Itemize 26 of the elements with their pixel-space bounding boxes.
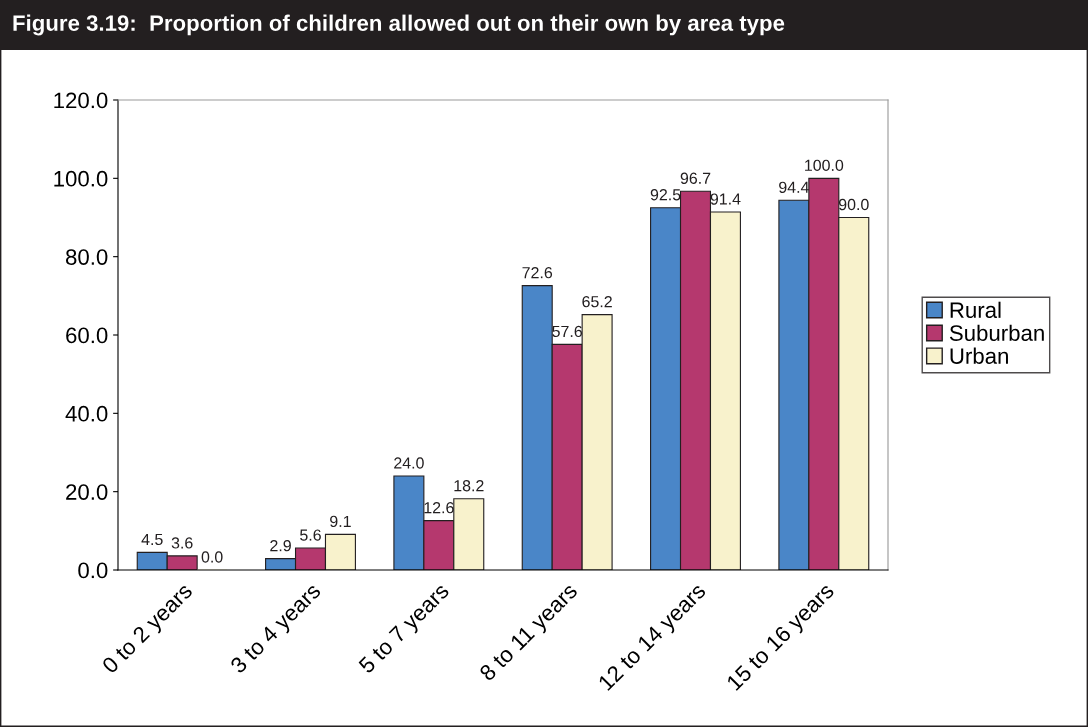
data-label: 3.6 bbox=[171, 537, 193, 549]
data-label: 5.6 bbox=[300, 529, 321, 541]
data-label: 65.2 bbox=[582, 296, 612, 308]
data-label: 18.2 bbox=[454, 480, 484, 492]
data-label: 24.0 bbox=[394, 457, 424, 469]
data-label: 92.5 bbox=[650, 189, 681, 201]
chart-title: Figure 3.19: Proportion of children allowed out on their own by area type bbox=[13, 14, 785, 36]
data-label: 9.1 bbox=[330, 515, 351, 528]
y-tick-label: 120.0 bbox=[54, 92, 108, 109]
data-label: 96.7 bbox=[680, 172, 711, 184]
data-label: 4.5 bbox=[141, 533, 163, 546]
legend-label: Urban bbox=[950, 347, 1008, 364]
data-label: 0.0 bbox=[201, 551, 223, 563]
y-tick-label: 0.0 bbox=[78, 562, 108, 579]
legend-label: Suburban bbox=[949, 324, 1044, 341]
y-tick-label: 40.0 bbox=[65, 405, 108, 422]
data-label: 72.6 bbox=[522, 267, 553, 279]
data-label: 91.4 bbox=[710, 193, 741, 205]
y-tick-label: 100.0 bbox=[54, 170, 108, 187]
data-label: 90.0 bbox=[838, 198, 869, 211]
data-label: 100.0 bbox=[805, 159, 844, 172]
y-tick-label: 60.0 bbox=[66, 327, 108, 344]
y-tick-label: 80.0 bbox=[66, 249, 108, 265]
y-tick-label: 20.0 bbox=[66, 484, 108, 500]
data-label: 2.9 bbox=[270, 540, 291, 552]
legend-label: Rural bbox=[950, 301, 1001, 319]
